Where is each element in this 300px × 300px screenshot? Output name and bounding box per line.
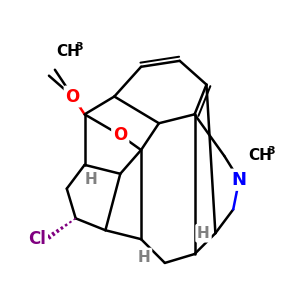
Text: CH: CH bbox=[248, 148, 272, 164]
Text: 3: 3 bbox=[267, 146, 275, 156]
Text: O: O bbox=[113, 126, 127, 144]
Text: H: H bbox=[138, 250, 150, 265]
Text: O: O bbox=[66, 88, 80, 106]
Text: H: H bbox=[84, 172, 97, 187]
Text: CH: CH bbox=[56, 44, 80, 59]
Text: Cl: Cl bbox=[28, 230, 46, 248]
Text: H: H bbox=[197, 226, 210, 241]
Text: 3: 3 bbox=[76, 42, 83, 52]
Text: N: N bbox=[232, 171, 247, 189]
